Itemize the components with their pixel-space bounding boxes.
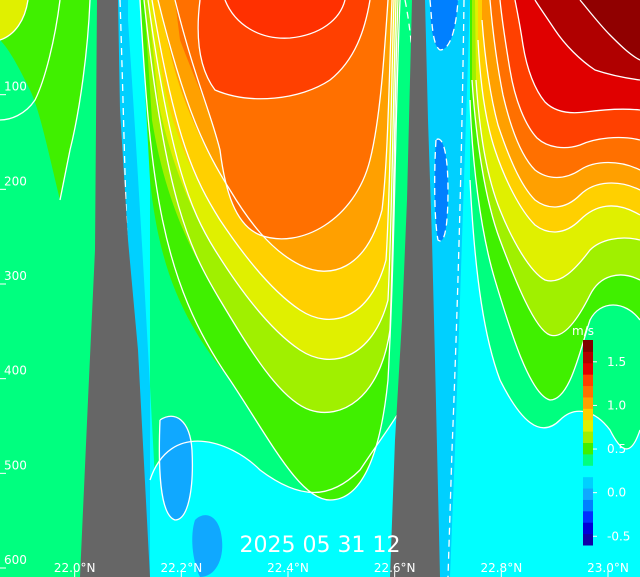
contour-b-3 (475, 79, 640, 282)
y-tick-label: 400 (4, 364, 27, 378)
colorbar-tick-label: 0.0 (607, 486, 626, 500)
blue-patch-b (192, 515, 223, 577)
seabed-ridge-west (80, 0, 150, 577)
seabed-mask (80, 0, 440, 577)
contour-a-4 (151, 0, 395, 320)
dashed-contour-1 (429, 0, 459, 51)
contour-east-green (469, 179, 640, 450)
y-tick-label: 300 (4, 269, 27, 283)
contour-b-9 (534, 0, 640, 81)
blue-patch-a (159, 416, 193, 520)
colorbar-swatch (583, 453, 593, 466)
contour-blue-a (158, 415, 194, 521)
axes: 22.0°N 22.2°N 22.4°N 22.6°N 22.8°N 23.0°N 100 2… (0, 80, 629, 577)
y-tick-label: 200 (4, 174, 27, 188)
contour-lines (0, 0, 640, 521)
colorbar-tick-label: -0.5 (607, 529, 630, 543)
contour-b-7 (499, 0, 640, 149)
contour-b-6 (489, 0, 640, 179)
x-tick-label: 23.0°N (587, 561, 629, 575)
contour-a-1 (139, 0, 401, 501)
colorbar-swatch (583, 533, 593, 546)
contour-b-8 (514, 0, 640, 114)
x-tick-label: 22.4°N (267, 561, 309, 575)
dashed-contour-3 (447, 0, 465, 577)
contour-a-3 (147, 0, 397, 360)
contour-b-2 (471, 79, 640, 337)
contour-a-8 (224, 0, 346, 39)
band-b-10 (580, 0, 640, 60)
colorbar-swatch (583, 362, 593, 375)
contour-west-3 (0, 0, 61, 121)
x-tick-label: 22.0°N (54, 561, 96, 575)
contour-a-2 (143, 0, 399, 414)
band-a-8 (225, 0, 345, 39)
colorbar-tick-label: 1.0 (607, 398, 626, 412)
x-tick-label: 22.8°N (480, 561, 522, 575)
colorbar-swatch (583, 396, 593, 409)
contour-b-4 (477, 39, 640, 233)
chart-title: 2025 05 31 12 (240, 533, 401, 558)
colorbar-unit-label: m/s (572, 324, 594, 338)
band-east-blue-patch (434, 139, 448, 241)
y-tick-label: 100 (4, 80, 27, 94)
x-tick-label: 22.2°N (160, 561, 202, 575)
x-tick-label: 22.6°N (374, 561, 416, 575)
contour-b-1 (469, 99, 640, 401)
colorbar-swatch (583, 408, 593, 421)
band-cyan-west-edge (128, 0, 160, 577)
contour-a-5 (157, 0, 393, 272)
colorbar-swatch (583, 442, 593, 455)
contour-west-1 (59, 0, 91, 201)
colorbar-swatch (583, 431, 593, 443)
colorbar-swatch (583, 385, 593, 398)
colorbar-tick-label: 0.5 (607, 442, 626, 456)
y-tick-label: 600 (4, 553, 27, 567)
band-east-blue-core (430, 0, 458, 50)
colorbar-swatch (583, 419, 593, 432)
contour-a-7 (197, 0, 371, 100)
contour-west-2 (0, 0, 29, 41)
colorbar: 1.5 1.0 0.5 0.0 -0.5 m/s (572, 324, 630, 546)
colorbar-swatch (583, 499, 593, 512)
colorbar-swatch (583, 351, 593, 364)
colorbar-swatch (583, 522, 593, 535)
band-west-yellow (0, 0, 28, 40)
colorbar-swatch (583, 374, 593, 387)
contour-cyan-deep (149, 409, 401, 494)
dashed-contour-4 (119, 0, 131, 301)
negative-contours (119, 0, 465, 577)
contour-b-10 (579, 0, 640, 61)
colorbar-swatch (583, 476, 593, 489)
contour-b-5 (481, 19, 640, 208)
y-tick-label: 500 (4, 458, 27, 472)
colorbar-tick-label: 1.5 (607, 355, 626, 369)
dashed-contour-5 (404, 0, 413, 51)
colorbar-swatch (583, 465, 593, 478)
colorbar-swatch (583, 488, 593, 500)
colorbar-swatch (583, 340, 593, 352)
band-west-green (0, 0, 90, 200)
contour-a-6 (174, 0, 389, 240)
seabed-ridge-east (390, 0, 440, 577)
colorbar-swatch (583, 510, 593, 523)
dashed-contour-2 (434, 138, 449, 242)
